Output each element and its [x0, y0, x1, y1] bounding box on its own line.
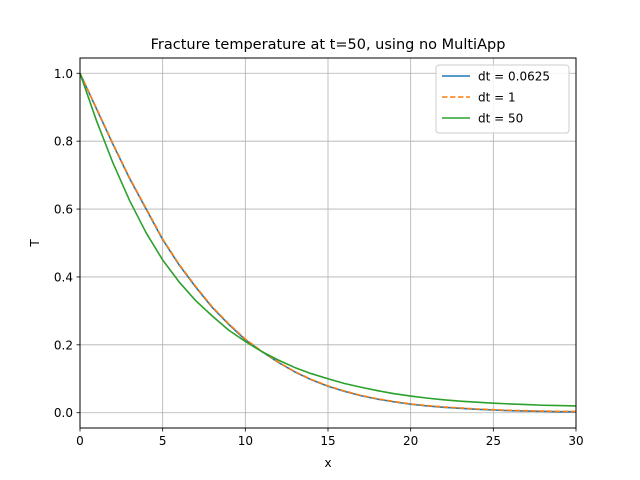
y-axis-label: T — [28, 239, 42, 248]
legend-label-0: dt = 0.0625 — [478, 70, 550, 84]
legend-box — [435, 64, 570, 134]
y-tick-label: 0.6 — [54, 203, 73, 217]
x-tick-label: 25 — [486, 434, 501, 448]
x-tick-label: 0 — [76, 434, 84, 448]
y-tick-label: 1.0 — [54, 67, 73, 81]
x-axis-label: x — [324, 456, 331, 470]
y-tick-label: 0.8 — [54, 135, 73, 149]
x-tick-label: 10 — [238, 434, 253, 448]
x-tick-label: 5 — [159, 434, 167, 448]
series-line-1 — [79, 72, 576, 413]
series-line-2 — [79, 73, 577, 407]
axis-ticks: 0 5 10 15 20 25 30 0.0 0.2 0.4 0.6 0.8 1.0 — [54, 67, 584, 448]
legend-label-2: dt = 50 — [478, 112, 523, 126]
x-tick-label: 15 — [320, 434, 335, 448]
x-tick-label: 20 — [403, 434, 418, 448]
x-tick-label: 30 — [568, 434, 583, 448]
y-tick-label: 0.2 — [54, 338, 73, 352]
y-tick-label: 0.4 — [54, 270, 73, 284]
y-tick-label: 0.0 — [54, 406, 73, 420]
chart-title: Fracture temperature at t=50, using no M… — [151, 37, 506, 53]
legend: dt = 0.0625 dt = 1 dt = 50 — [435, 64, 570, 134]
legend-label-1: dt = 1 — [478, 91, 516, 105]
series-lines — [79, 72, 577, 413]
